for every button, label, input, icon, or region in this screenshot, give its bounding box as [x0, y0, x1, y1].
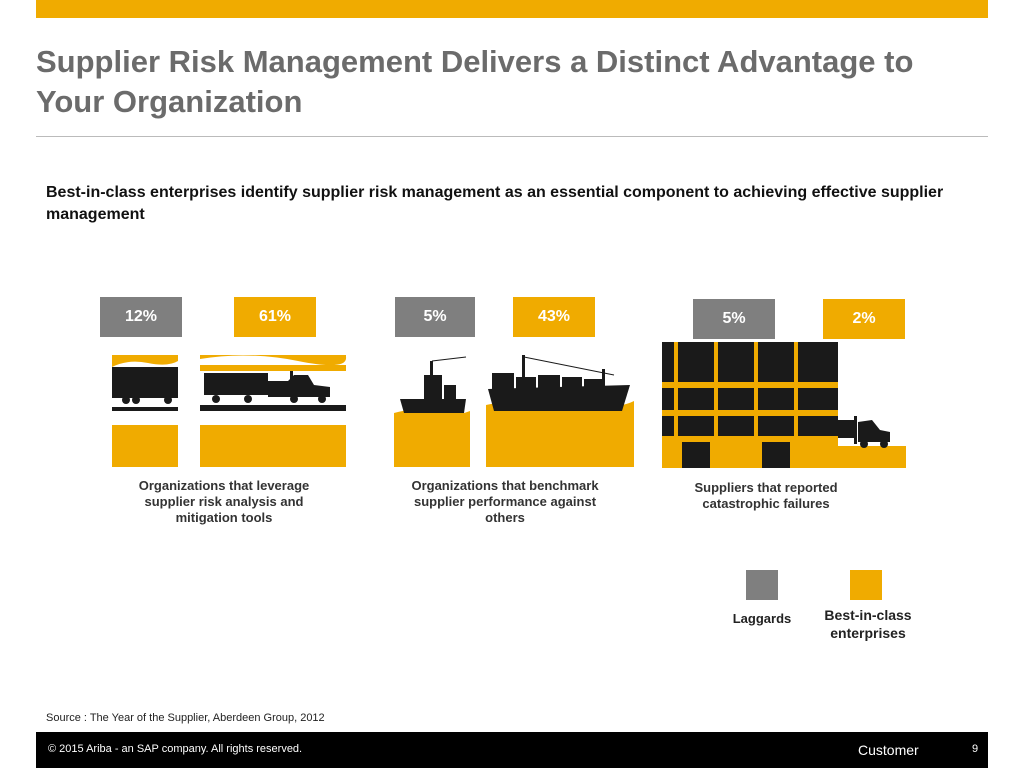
pct-label-best-1: 61%	[234, 297, 316, 337]
legend-swatch-laggards	[746, 570, 778, 600]
legend-label-best-in-class: Best-in-class enterprises	[824, 607, 912, 641]
bar-laggards-1	[112, 425, 178, 467]
bar-best-2	[486, 405, 634, 467]
copyright-text: © 2015 Ariba - an SAP company. All right…	[48, 743, 303, 755]
slide-title: Supplier Risk Management Delivers a Dist…	[36, 44, 914, 119]
caption-group-1: Organizations that leverage supplier ris…	[138, 478, 310, 525]
caption-group-3: Suppliers that reported catastrophic fai…	[694, 480, 838, 511]
bar-best-3	[836, 446, 906, 468]
bar-best-1	[200, 425, 346, 467]
truck-icon	[112, 355, 347, 467]
legend-swatch-best-in-class	[850, 570, 882, 600]
pct-label-best-2: 43%	[513, 297, 595, 337]
pct-label-laggards-1: 12%	[100, 297, 182, 337]
classification-label: Customer	[858, 742, 919, 758]
pct-label-laggards-2: 5%	[395, 297, 475, 337]
pct-label-best-3: 2%	[823, 299, 905, 339]
legend-label-laggards: Laggards	[732, 611, 792, 626]
warehouse-forklift-icon	[662, 342, 906, 468]
caption-group-2: Organizations that benchmark supplier pe…	[411, 478, 599, 525]
source-note: Source : The Year of the Supplier, Aberd…	[46, 712, 325, 724]
pct-label-laggards-3: 5%	[693, 299, 775, 339]
page-number: 9	[972, 743, 979, 755]
bar-laggards-2	[394, 413, 470, 467]
footer-bar: © 2015 Ariba - an SAP company. All right…	[36, 732, 988, 768]
slide-subtitle: Best-in-class enterprises identify suppl…	[46, 184, 944, 223]
title-divider	[36, 136, 988, 137]
cargo-ship-icon	[394, 355, 634, 467]
top-accent-bar	[36, 0, 988, 18]
